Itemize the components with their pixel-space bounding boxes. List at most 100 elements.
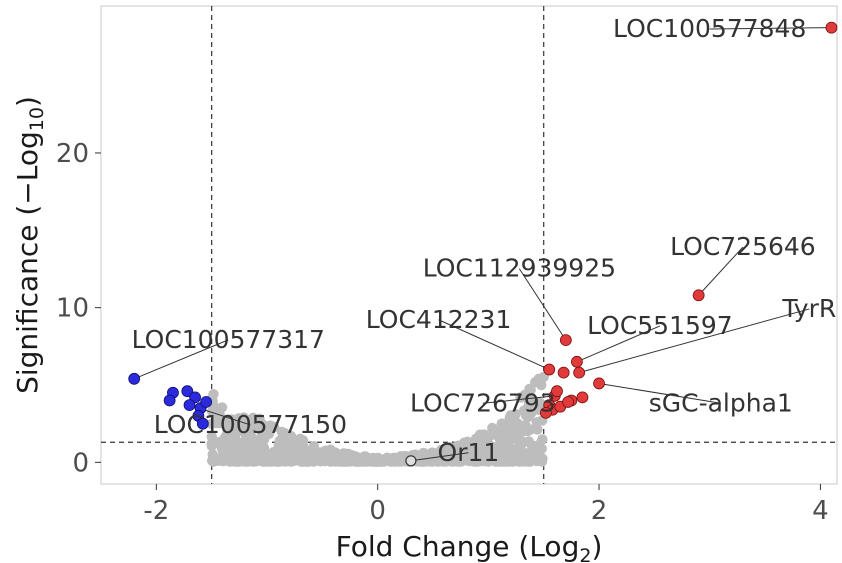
ns-point: [520, 410, 532, 421]
downregulated-point: [181, 385, 194, 398]
ns-point: [278, 454, 289, 466]
upregulated-point: [559, 334, 572, 347]
y-tick-label: 10: [56, 294, 89, 324]
upregulated-point: [825, 21, 838, 34]
ns-point: [352, 452, 363, 464]
ns-point: [332, 450, 343, 461]
ns-point: [290, 449, 302, 461]
ns-point: [478, 454, 489, 466]
label-leader-line: [598, 382, 721, 404]
ns-point: [256, 427, 268, 439]
x-tick-label: 4: [812, 496, 829, 526]
ns-point: [380, 454, 391, 466]
ns-point: [512, 419, 524, 431]
label-leader-line: [698, 246, 744, 296]
ns-point: [490, 456, 502, 467]
ns-point: [453, 456, 464, 467]
x-tick-label: -2: [143, 496, 169, 526]
highlighted-ns-point: [405, 455, 417, 467]
ns-point: [209, 401, 220, 413]
downregulated-point: [196, 417, 209, 430]
y-tick-label: 0: [72, 448, 89, 478]
gene-label: LOC726793: [410, 388, 556, 417]
ns-point: [246, 431, 257, 443]
label-leader-line: [410, 452, 469, 462]
gene-label: LOC551597: [587, 311, 733, 340]
gene-label: LOC412231: [366, 305, 512, 334]
gene-labels: LOC100577848 LOC725646 LOC112939925 LOC4122…: [132, 14, 837, 467]
gene-label: LOC100577317: [132, 325, 325, 354]
upregulated-point: [557, 366, 570, 379]
ns-point: [264, 420, 276, 431]
ns-point: [227, 432, 238, 443]
ns-point: [279, 428, 291, 439]
ns-point: [219, 447, 230, 458]
ns-point: [315, 456, 327, 467]
upregulated-point: [573, 366, 586, 379]
ns-point: [487, 429, 498, 440]
gene-label: Or11: [438, 438, 500, 467]
ns-point: [505, 410, 517, 421]
ns-point: [444, 441, 455, 453]
ns-point: [537, 434, 548, 445]
ns-point: [359, 452, 371, 463]
upregulated-point: [551, 385, 563, 398]
gene-label: TyrR: [781, 294, 836, 323]
ns-point: [389, 456, 400, 467]
x-tick-label: 0: [369, 496, 386, 526]
upregulated-point: [543, 363, 556, 376]
ns-point: [529, 377, 541, 388]
x-axis-title: Fold Change (Log2): [336, 530, 603, 563]
ns-point: [206, 431, 217, 442]
label-leader-line: [709, 27, 832, 30]
ns-point: [525, 384, 536, 396]
ns-point: [214, 417, 225, 429]
y-axis-title: Significance (−Log10): [11, 96, 48, 394]
ns-point: [527, 446, 538, 458]
downregulated-point: [128, 372, 141, 385]
upregulated-point: [692, 289, 705, 302]
ns-point: [478, 432, 489, 443]
x-axis-ticks: -2 0 2 4: [143, 484, 829, 526]
ns-point: [496, 418, 508, 429]
upregulated-point: [576, 391, 589, 404]
ns-point: [238, 412, 250, 423]
ns-point: [419, 448, 431, 459]
ns-point: [208, 388, 219, 400]
downregulated-point: [183, 399, 196, 412]
label-leader-line: [518, 268, 567, 341]
gene-label: sGC-alpha1: [649, 388, 793, 417]
upregulated-point: [540, 406, 552, 419]
label-leader-line: [438, 319, 550, 370]
ns-point: [233, 421, 244, 432]
x-tick-label: 2: [591, 496, 608, 526]
upregulated-point: [562, 396, 574, 408]
ns-point: [302, 456, 314, 467]
ns-point: [242, 452, 254, 463]
ns-point: [223, 423, 234, 434]
label-leader-line: [576, 325, 661, 363]
gene-label: LOC725646: [670, 232, 816, 261]
significant-points: [128, 21, 838, 467]
ns-point: [223, 455, 234, 466]
ns-point: [217, 435, 228, 447]
gene-label: LOC112939925: [423, 254, 616, 283]
ns-point: [297, 440, 309, 452]
leader-lines: [134, 27, 832, 462]
label-leader-line: [134, 339, 229, 380]
ns-point: [483, 441, 495, 453]
ns-point: [503, 450, 514, 461]
gene-label: LOC100577150: [154, 410, 347, 439]
downregulated-point: [200, 396, 213, 408]
ns-point: [340, 456, 351, 467]
ns-point: [302, 448, 314, 459]
upregulated-point: [593, 377, 605, 390]
label-leader-line: [482, 395, 555, 404]
ns-point: [503, 435, 515, 446]
ns-point: [260, 449, 272, 461]
downregulated-point: [163, 394, 176, 407]
ns-point: [278, 447, 289, 458]
ns-point: [274, 435, 285, 447]
y-tick-label: 20: [56, 139, 89, 169]
gene-label: LOC100577848: [613, 14, 806, 43]
